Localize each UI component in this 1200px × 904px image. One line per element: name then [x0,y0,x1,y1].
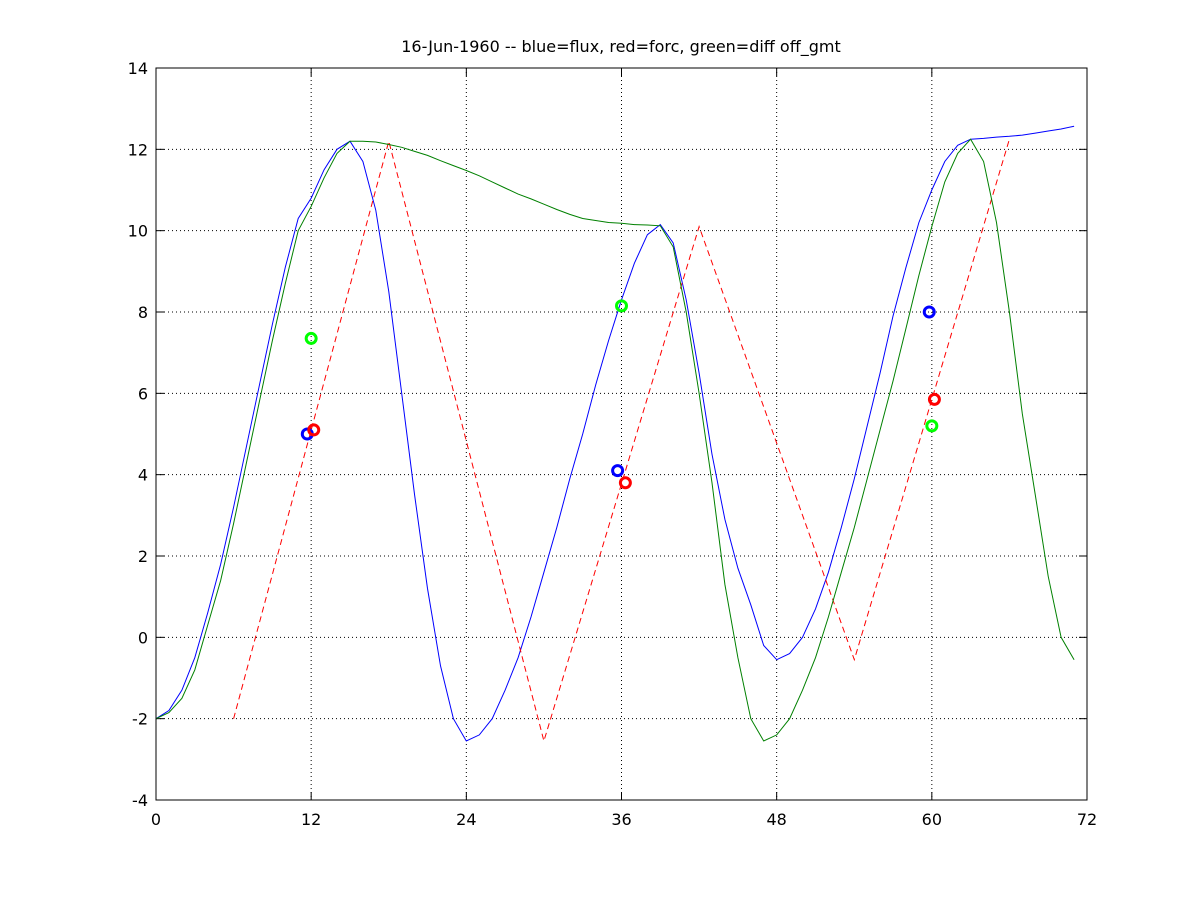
y-tick-label: 2 [138,547,148,566]
y-tick-label: 8 [138,303,148,322]
marker-diff [304,331,318,345]
x-tick-label: 12 [301,810,321,829]
series-line-forc [233,139,1010,743]
y-tick-label: -2 [132,710,148,729]
axes-box [155,67,1088,801]
y-tick-label: -4 [132,791,148,810]
y-tick-label: 4 [138,466,148,485]
marker-forc [927,392,941,406]
x-tick-label: 24 [456,810,476,829]
chart-title: 16-Jun-1960 -- blue=flux, red=forc, gree… [401,37,841,57]
marker-forc [307,423,321,437]
x-tick-label: 60 [922,810,942,829]
y-tick-label: 0 [138,628,148,647]
marker-diff [925,419,939,433]
y-tick-label: 12 [128,140,148,159]
series-line-diff [155,138,1075,742]
series-line-flux [155,125,1075,742]
series-group [155,125,1075,743]
markers-group [300,299,941,490]
x-tick-label: 0 [151,810,161,829]
y-tick-label: 6 [138,384,148,403]
x-tick-label: 48 [766,810,786,829]
marker-forc [618,476,632,490]
y-tick-label: 10 [128,222,148,241]
y-tick-label: 14 [128,59,148,78]
marker-flux [922,305,936,319]
x-tick-label: 72 [1077,810,1097,829]
marker-flux [611,464,625,478]
marker-diff [615,299,628,313]
x-tick-label: 36 [611,810,631,829]
